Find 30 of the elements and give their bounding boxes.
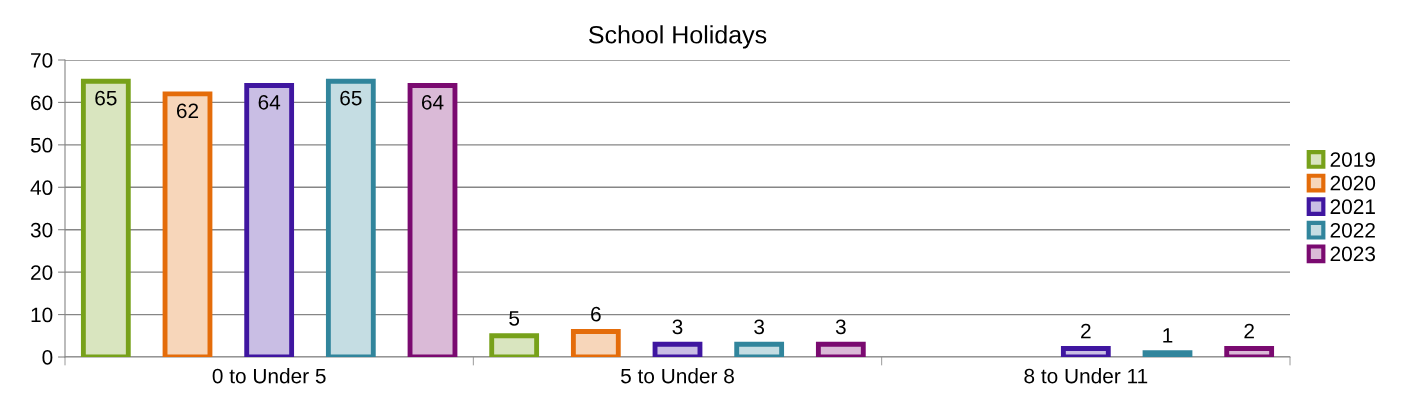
legend-label: 2023 [1330,246,1376,262]
y-tick-label: 70 [31,53,53,68]
y-tick-label: 60 [31,95,53,111]
x-tick-label: 8 to Under 11 [1024,368,1148,384]
x-tick-label: 5 to Under 8 [621,368,734,384]
data-label: 65 [340,90,362,106]
y-tick-label: 30 [30,222,53,238]
legend-label: 2019 [1330,152,1375,167]
data-label: 2 [1081,323,1091,339]
chart-title: School Holidays [589,25,767,49]
data-label: 65 [95,90,117,106]
data-label: 3 [835,319,846,335]
y-tick-label: 40 [30,180,53,196]
data-label: 64 [258,94,281,110]
data-label: 3 [754,319,765,335]
y-tick-label: 20 [31,265,53,280]
data-label: 62 [176,103,199,119]
legend-label: 2022 [1330,222,1375,238]
data-label: 2 [1244,323,1254,339]
data-label: 1 [1163,328,1173,343]
data-label: 64 [421,94,444,110]
y-tick-label: 10 [31,307,53,323]
data-label: 3 [672,319,683,335]
x-tick-label: 0 to Under 5 [212,368,326,384]
data-label: 6 [591,306,601,322]
legend-label: 2020 [1330,175,1376,191]
legend-label: 2021 [1330,199,1375,215]
data-label: 5 [509,311,520,326]
y-tick-label: 0 [42,350,53,365]
y-tick-label: 50 [30,137,53,153]
